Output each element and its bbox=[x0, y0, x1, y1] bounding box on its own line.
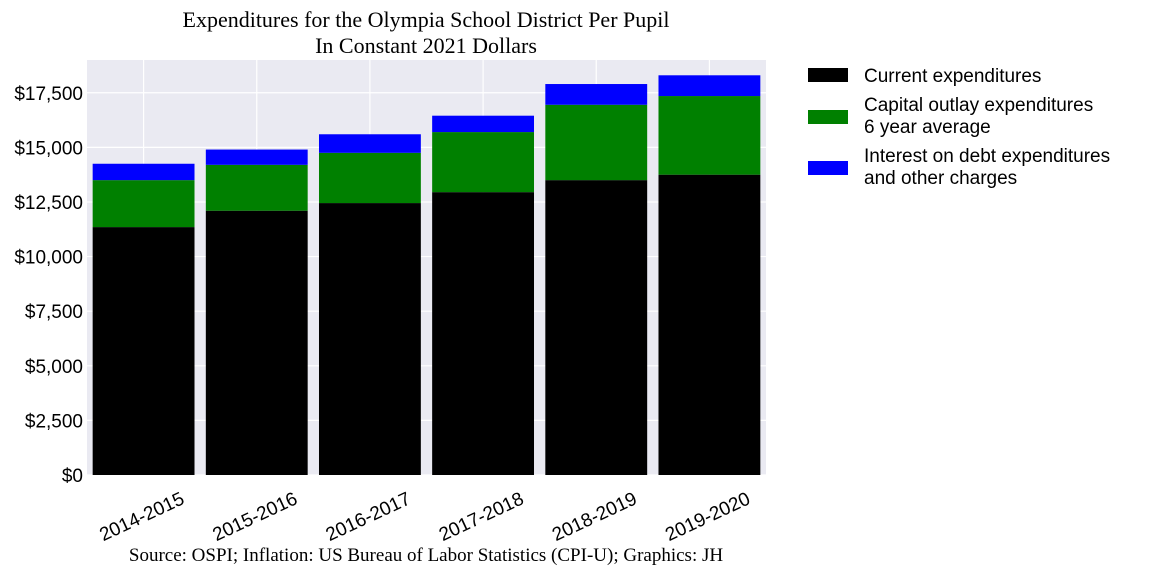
bar-current-2015-2016 bbox=[205, 210, 308, 476]
bar-capital-2015-2016 bbox=[205, 164, 308, 211]
bar-current-2017-2018 bbox=[432, 192, 535, 476]
bar-current-2014-2015 bbox=[92, 227, 195, 475]
x-tick-label: 2019-2020 bbox=[662, 488, 753, 545]
bar-interest-2017-2018 bbox=[432, 115, 535, 133]
y-tick-label: $0 bbox=[62, 466, 83, 487]
x-tick-label: 2015-2016 bbox=[210, 488, 301, 545]
x-tick-label: 2014-2015 bbox=[96, 488, 187, 545]
bar-capital-2018-2019 bbox=[545, 104, 648, 181]
legend-swatch bbox=[808, 68, 848, 82]
source-note: Source: OSPI; Inflation: US Bureau of La… bbox=[129, 545, 723, 566]
x-tick-label: 2018-2019 bbox=[549, 488, 640, 545]
bar-interest-2018-2019 bbox=[545, 84, 648, 105]
bar-capital-2016-2017 bbox=[318, 152, 421, 204]
legend-label: Current expenditures bbox=[864, 66, 1041, 87]
bar-interest-2015-2016 bbox=[205, 149, 308, 165]
legend-swatch bbox=[808, 161, 848, 175]
x-tick-label: 2017-2018 bbox=[436, 488, 527, 545]
plot-area bbox=[87, 60, 766, 475]
y-tick-label: $10,000 bbox=[14, 248, 83, 269]
bar-interest-2019-2020 bbox=[658, 75, 761, 97]
legend-swatch bbox=[808, 110, 848, 124]
y-tick-label: $5,000 bbox=[25, 357, 83, 378]
x-tick-label: 2016-2017 bbox=[323, 488, 414, 545]
bar-interest-2014-2015 bbox=[92, 163, 195, 181]
legend-label: Capital outlay expenditures 6 year averag… bbox=[864, 95, 1093, 138]
bar-capital-2014-2015 bbox=[92, 180, 195, 228]
bar-interest-2016-2017 bbox=[318, 134, 421, 153]
y-tick-label: $15,000 bbox=[14, 138, 83, 159]
y-tick-label: $7,500 bbox=[25, 302, 83, 323]
chart-title: Expenditures for the Olympia School Dist… bbox=[183, 7, 670, 32]
bar-current-2016-2017 bbox=[318, 203, 421, 475]
legend: Current expenditures Capital outlay expen… bbox=[808, 66, 1110, 189]
bar-capital-2017-2018 bbox=[432, 132, 535, 193]
y-axis: $0 $2,500 $5,000 $7,500 $10,000 $12,500 $15,00… bbox=[14, 84, 83, 487]
y-tick-label: $17,500 bbox=[14, 84, 83, 105]
bar-capital-2019-2020 bbox=[658, 96, 761, 175]
x-axis: 2014-2015 2015-2016 2016-2017 2017-2018 2018… bbox=[96, 488, 753, 545]
bar-current-2019-2020 bbox=[658, 174, 761, 475]
legend-label: Interest on debt expenditures and other c… bbox=[864, 146, 1110, 189]
bar-series bbox=[92, 75, 761, 476]
chart-subtitle: In Constant 2021 Dollars bbox=[315, 33, 537, 58]
bar-current-2018-2019 bbox=[545, 180, 648, 475]
y-tick-label: $12,500 bbox=[14, 193, 83, 214]
y-tick-label: $2,500 bbox=[25, 411, 83, 432]
